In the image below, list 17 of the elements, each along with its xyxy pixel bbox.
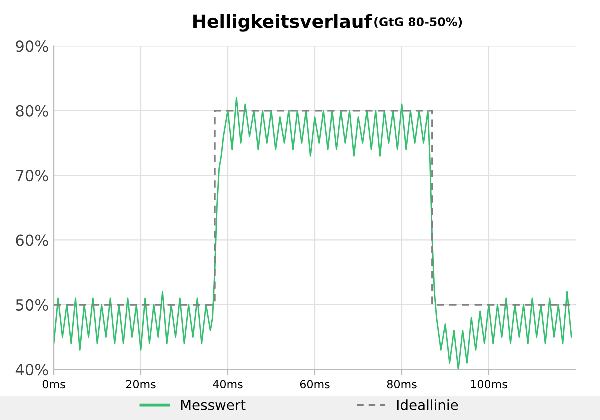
x-tick-label: 80ms bbox=[387, 380, 417, 389]
y-tick-label: 40% bbox=[16, 364, 48, 376]
y-tick-label: 80% bbox=[16, 105, 48, 117]
x-tick-label: 0ms bbox=[42, 380, 66, 389]
x-tick-label: 40ms bbox=[213, 380, 243, 389]
legend-label: Messwert bbox=[181, 400, 246, 410]
y-tick-label: 50% bbox=[16, 299, 48, 311]
line-series bbox=[54, 97, 572, 370]
legend-label: Ideallinie bbox=[397, 400, 458, 410]
chart-title: Helligkeitsverlauf bbox=[194, 14, 372, 32]
x-tick-label: 60ms bbox=[300, 380, 330, 389]
y-tick-label: 60% bbox=[16, 234, 48, 246]
x-tick-label: 100ms bbox=[471, 380, 508, 389]
x-tick-label: 20ms bbox=[126, 380, 156, 389]
y-tick-label: 90% bbox=[16, 40, 48, 52]
chart-subtitle: (GtG 80-50%) bbox=[374, 17, 462, 28]
y-tick-label: 70% bbox=[16, 170, 48, 182]
